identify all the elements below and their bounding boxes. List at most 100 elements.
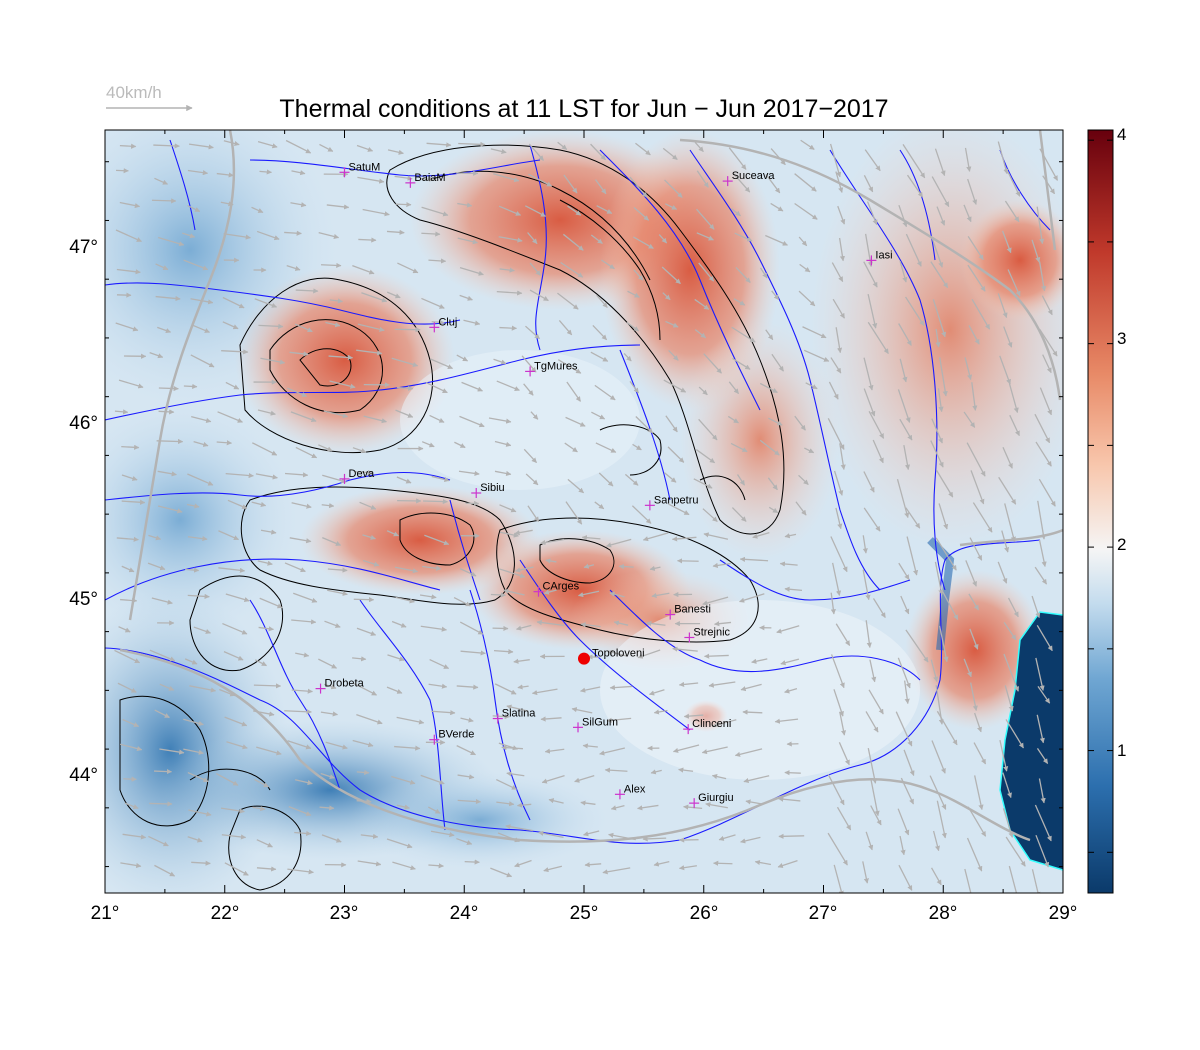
wind-arrow (903, 749, 915, 776)
wind-arrow (1002, 808, 1014, 838)
wind-arrow (496, 290, 523, 296)
wind-arrow (1041, 295, 1053, 316)
wind-arrow (557, 359, 582, 374)
wind-arrow (627, 290, 640, 298)
wind-arrow (932, 299, 947, 338)
wind-arrow (698, 418, 718, 441)
wind-arrow (356, 714, 383, 725)
wind-arrow (153, 143, 180, 149)
wind-arrow (865, 620, 872, 648)
wind-arrow (662, 147, 678, 161)
wind-arrow (540, 538, 565, 546)
wind-arrow (1007, 597, 1019, 618)
wind-arrow (498, 205, 522, 216)
wind-arrow (151, 597, 173, 605)
wind-arrow (254, 298, 278, 308)
wind-arrow (906, 174, 924, 198)
wind-arrow (149, 351, 164, 359)
wind-arrow (460, 650, 486, 656)
wind-arrow (506, 771, 525, 777)
wind-arrow (458, 470, 480, 476)
wind-arrow (1036, 206, 1045, 245)
wind-arrow (872, 598, 886, 618)
wind-arrow (151, 198, 177, 204)
wind-arrow (934, 148, 946, 177)
wind-arrow (222, 321, 239, 330)
wind-arrow (428, 863, 444, 869)
wind-arrow (964, 868, 972, 893)
wind-arrow (323, 410, 349, 419)
wind-arrow (633, 236, 654, 249)
wind-arrow (930, 659, 939, 683)
wind-arrow (119, 201, 141, 209)
wind-arrow (123, 776, 137, 782)
wind-arrow (538, 830, 564, 839)
wind-arrow (609, 591, 625, 598)
wind-arrow (866, 201, 878, 226)
wind-arrow (457, 202, 473, 208)
wind-arrow (702, 596, 729, 606)
wind-arrow (742, 709, 763, 715)
wind-arrow (124, 802, 139, 810)
wind-arrow (1035, 657, 1045, 691)
wind-arrow (936, 800, 947, 839)
wind-arrow (290, 411, 317, 423)
wind-arrow (971, 382, 978, 411)
wind-arrow (964, 357, 973, 381)
wind-arrow (225, 593, 250, 603)
wind-arrow (1031, 595, 1041, 619)
wind-arrow (256, 746, 282, 756)
wind-arrow (1003, 326, 1013, 348)
wind-arrow (114, 649, 141, 664)
wind-arrow (528, 173, 553, 187)
wind-arrow (728, 381, 740, 395)
wind-arrow (258, 323, 284, 329)
wind-arrow (149, 649, 176, 662)
wind-arrow (284, 472, 309, 478)
colorbar-tick-label: 3 (1117, 329, 1126, 348)
wind-arrow (352, 447, 367, 454)
wind-arrow (938, 503, 949, 530)
wind-arrow (396, 716, 425, 725)
wind-arrow (661, 266, 681, 285)
wind-arrow (771, 290, 780, 301)
wind-arrow (516, 802, 532, 808)
wind-arrow (779, 561, 798, 567)
wind-arrow (320, 772, 335, 780)
wind-arrow (187, 593, 210, 600)
colorbar-tick-label: 4 (1117, 125, 1126, 144)
wind-arrow (1034, 804, 1052, 842)
map-title: Thermal conditions at 11 LST for Jun − J… (279, 95, 888, 123)
wind-arrow (1003, 653, 1020, 692)
colorbar-ramp (1087, 129, 1114, 894)
city-label: Strejnic (693, 626, 730, 638)
city-label: SilGum (582, 716, 618, 728)
wind-arrow (648, 689, 665, 696)
wind-arrow (767, 477, 778, 491)
wind-arrow (774, 718, 799, 724)
wind-arrow (794, 173, 817, 192)
wind-arrow (900, 595, 910, 615)
wind-arrow (356, 798, 372, 804)
wind-arrow (574, 774, 595, 783)
wind-arrow (291, 502, 312, 509)
wind-arrow (459, 266, 484, 276)
wind-arrow (896, 479, 910, 519)
wind-arrow (867, 747, 878, 784)
wind-arrow (731, 507, 747, 522)
wind-arrow (863, 471, 875, 493)
wind-arrow (668, 503, 690, 516)
wind-arrow (295, 446, 318, 459)
wind-arrow (525, 205, 546, 217)
wind-arrow (119, 597, 138, 604)
wind-arrow (224, 862, 249, 876)
wind-arrow (122, 833, 147, 840)
wind-arrow (457, 798, 482, 805)
wind-arrow (499, 531, 519, 538)
wind-arrow (158, 385, 179, 392)
wind-arrow (934, 561, 944, 596)
wind-arrow (833, 689, 844, 717)
wind-arrow (904, 680, 910, 705)
wind-arrow (391, 620, 407, 628)
wind-arrow (396, 804, 410, 810)
